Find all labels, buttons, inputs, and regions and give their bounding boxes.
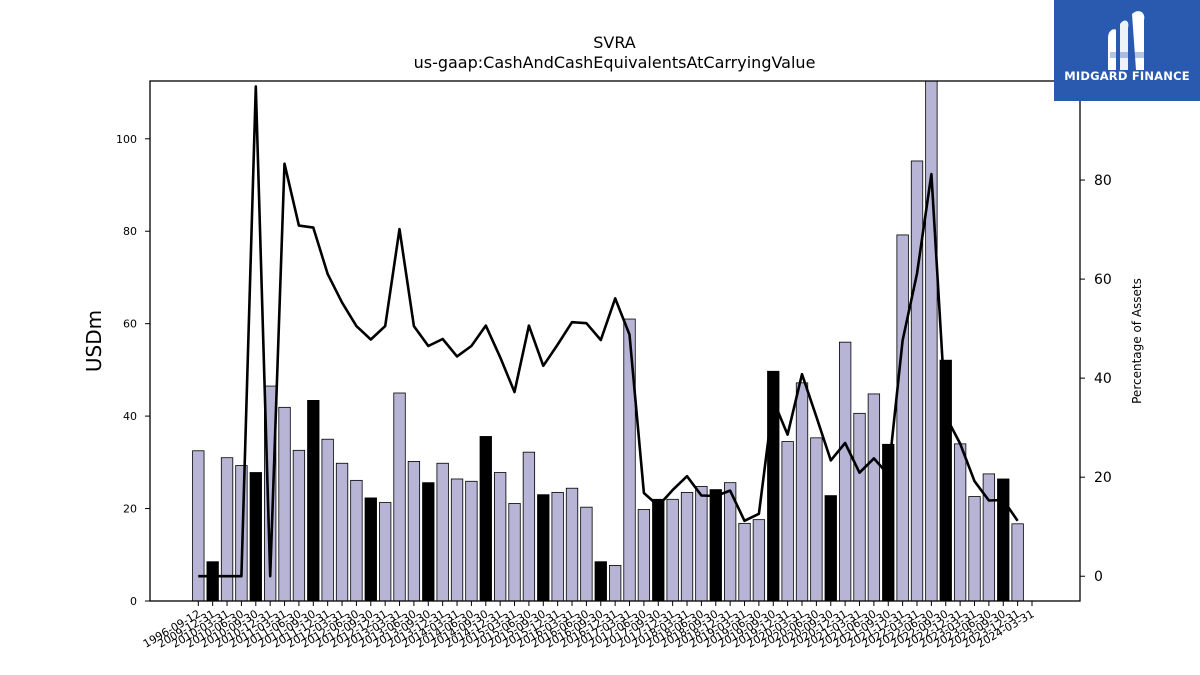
bar bbox=[537, 494, 550, 602]
bar bbox=[795, 382, 809, 602]
bar bbox=[206, 561, 219, 602]
bar bbox=[192, 450, 205, 602]
bar bbox=[307, 399, 320, 602]
axes: 0204060801000204060801996-09-122009-12-3… bbox=[116, 80, 1112, 651]
y2-tick-label: 20 bbox=[1094, 470, 1112, 486]
bar bbox=[953, 443, 967, 602]
bar bbox=[1011, 523, 1024, 602]
bar bbox=[364, 497, 377, 602]
y-tick-label: 100 bbox=[116, 133, 137, 146]
bar bbox=[968, 496, 981, 602]
y-tick-label: 40 bbox=[123, 410, 137, 423]
bar bbox=[508, 503, 521, 602]
logo-text: MIDGARD FINANCE bbox=[1064, 69, 1190, 83]
bar bbox=[609, 565, 622, 602]
bar bbox=[637, 509, 651, 602]
y2-axis-label: Percentage of Assets bbox=[1130, 278, 1144, 404]
percentage-line bbox=[198, 85, 1019, 578]
y-tick-label: 60 bbox=[123, 318, 137, 331]
bar bbox=[580, 506, 593, 602]
midgard-logo-icon bbox=[1108, 11, 1145, 70]
bar bbox=[666, 498, 679, 602]
y-tick-label: 0 bbox=[130, 595, 137, 608]
bar bbox=[565, 487, 579, 602]
bar bbox=[465, 480, 478, 602]
bar bbox=[321, 438, 334, 602]
y2-tick-label: 0 bbox=[1094, 569, 1103, 585]
midgard-finance-logo: MIDGARD FINANCE bbox=[1054, 0, 1200, 101]
y2-tick-label: 60 bbox=[1094, 272, 1112, 288]
bar bbox=[249, 472, 262, 602]
bar bbox=[910, 160, 924, 602]
bar bbox=[752, 519, 766, 602]
bar bbox=[695, 485, 708, 602]
bar bbox=[393, 392, 406, 602]
bar bbox=[436, 462, 449, 602]
bar bbox=[853, 412, 866, 602]
bar bbox=[810, 437, 823, 602]
bar bbox=[278, 406, 291, 602]
bar bbox=[652, 498, 665, 602]
bar bbox=[925, 80, 938, 602]
chart-subtitle: us-gaap:CashAndCashEquivalentsAtCarrying… bbox=[414, 53, 816, 72]
bar bbox=[997, 478, 1010, 602]
bar bbox=[709, 489, 722, 602]
bar bbox=[867, 393, 881, 602]
bar bbox=[220, 457, 234, 602]
bars bbox=[192, 80, 1024, 602]
bar bbox=[551, 491, 564, 602]
bar bbox=[407, 461, 421, 602]
bar bbox=[494, 472, 507, 602]
bar bbox=[522, 451, 536, 602]
bar bbox=[422, 482, 435, 602]
bar bbox=[379, 502, 392, 602]
bar bbox=[350, 479, 363, 602]
bar bbox=[838, 341, 852, 602]
bar bbox=[292, 449, 306, 602]
bar bbox=[824, 495, 837, 602]
y2-tick-label: 40 bbox=[1094, 371, 1112, 387]
line-series bbox=[198, 85, 1019, 578]
y-tick-label: 20 bbox=[123, 503, 137, 516]
bar bbox=[335, 462, 349, 602]
bar bbox=[738, 522, 751, 602]
y2-tick-label: 80 bbox=[1094, 173, 1112, 189]
chart-title: SVRA bbox=[593, 33, 636, 52]
bar bbox=[896, 234, 909, 602]
bar bbox=[594, 561, 607, 602]
bar bbox=[680, 491, 694, 602]
bar bbox=[479, 436, 492, 602]
y-axis-label: USDm bbox=[82, 310, 106, 372]
bar bbox=[450, 478, 464, 602]
bar bbox=[623, 318, 636, 602]
y-tick-label: 80 bbox=[123, 225, 137, 238]
bar bbox=[781, 441, 794, 602]
